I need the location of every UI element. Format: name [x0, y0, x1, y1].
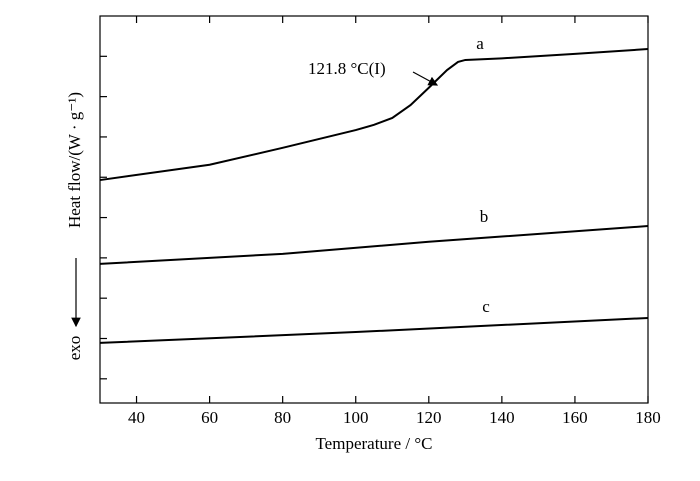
x-axis-label: Temperature / °C: [315, 434, 432, 453]
x-tick-label: 60: [201, 408, 218, 427]
y-axis-label: Heat flow/(W · g⁻¹): [65, 92, 84, 228]
x-tick-label: 140: [489, 408, 515, 427]
curve: [99, 48, 649, 182]
x-tick-label: 120: [416, 408, 442, 427]
series-label: c: [482, 297, 490, 316]
x-tick-label: 40: [128, 408, 145, 427]
x-tick-label: 100: [343, 408, 369, 427]
curve: [99, 225, 649, 265]
x-tick-label: 180: [635, 408, 661, 427]
plot-frame: [99, 15, 649, 404]
annotation: 121.8 °C(I): [308, 59, 386, 78]
series-label: b: [480, 207, 489, 226]
exo-label: exo: [65, 336, 84, 361]
curve: [99, 316, 649, 344]
x-tick-label: 80: [274, 408, 291, 427]
series-label: a: [476, 34, 484, 53]
x-tick-label: 160: [562, 408, 588, 427]
